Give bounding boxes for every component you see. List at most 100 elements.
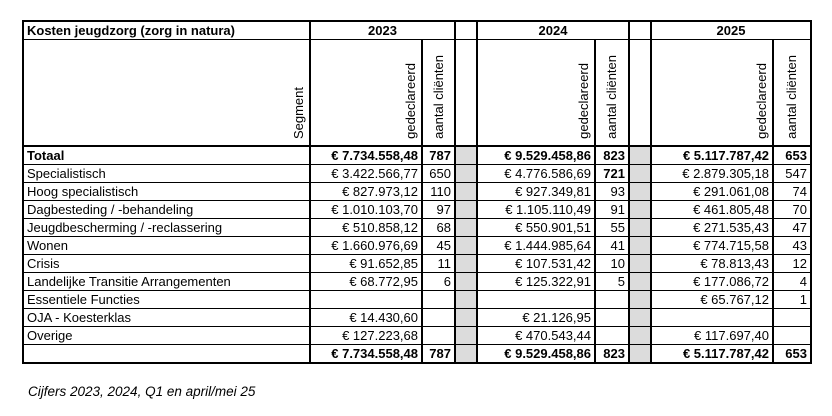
segment-cell: Crisis bbox=[22, 254, 311, 273]
declared-2023-cell: € 127.223,68 bbox=[309, 326, 423, 345]
clients-2025-cell: 547 bbox=[772, 164, 812, 183]
clients-2024-cell: 10 bbox=[594, 254, 630, 273]
clients-2023-cell: 6 bbox=[421, 272, 456, 291]
separator-cell bbox=[628, 200, 652, 219]
segment-cell bbox=[22, 344, 311, 364]
table-row: Wonen € 1.660.976,69 45 € 1.444.985,64 4… bbox=[22, 236, 812, 255]
separator-cell bbox=[454, 290, 478, 309]
declared-2024-header: gedeclareerd bbox=[476, 39, 596, 147]
clients-2024-cell: 93 bbox=[594, 182, 630, 201]
clients-2024-cell: 823 bbox=[594, 145, 630, 165]
declared-2024-cell: € 125.322,91 bbox=[476, 272, 596, 291]
declared-2024-cell: € 107.531,42 bbox=[476, 254, 596, 273]
separator-cell bbox=[454, 200, 478, 219]
clients-label: aantal cliënten bbox=[430, 55, 446, 139]
table-row: Dagbesteding / -behandeling € 1.010.103,… bbox=[22, 200, 812, 219]
segment-cell: Essentiele Functies bbox=[22, 290, 311, 309]
clients-2024-cell: 41 bbox=[594, 236, 630, 255]
declared-2025-cell: € 461.805,48 bbox=[650, 200, 774, 219]
clients-2024-cell: 5 bbox=[594, 272, 630, 291]
declared-2023-cell: € 91.652,85 bbox=[309, 254, 423, 273]
clients-2024-header: aantal cliënten bbox=[594, 39, 630, 147]
separator-cell bbox=[628, 308, 652, 327]
clients-2025-header: aantal cliënten bbox=[772, 39, 812, 147]
segment-cell: Landelijke Transitie Arrangementen bbox=[22, 272, 311, 291]
declared-2025-cell: € 2.879.305,18 bbox=[650, 164, 774, 183]
clients-2023-cell: 650 bbox=[421, 164, 456, 183]
clients-2025-cell: 74 bbox=[772, 182, 812, 201]
table-row-grand-total: € 7.734.558,48 787 € 9.529.458,86 823 € … bbox=[22, 344, 812, 364]
separator-cell bbox=[454, 236, 478, 255]
table-row: Hoog specialistisch € 827.973,12 110 € 9… bbox=[22, 182, 812, 201]
year-header-2024: 2024 bbox=[476, 20, 630, 40]
segment-cell: Hoog specialistisch bbox=[22, 182, 311, 201]
clients-2024-cell: 91 bbox=[594, 200, 630, 219]
separator-cell bbox=[454, 39, 478, 147]
clients-2023-cell: 110 bbox=[421, 182, 456, 201]
table-row: Jeugdbescherming / -reclassering € 510.8… bbox=[22, 218, 812, 237]
table-row-totaal: Totaal € 7.734.558,48 787 € 9.529.458,86… bbox=[22, 145, 812, 165]
separator-cell bbox=[454, 344, 478, 364]
separator-cell bbox=[628, 272, 652, 291]
clients-2024-cell: 823 bbox=[594, 344, 630, 364]
declared-label: gedeclareerd bbox=[754, 63, 770, 139]
declared-2025-cell: € 177.086,72 bbox=[650, 272, 774, 291]
clients-2025-cell: 43 bbox=[772, 236, 812, 255]
declared-2025-cell: € 5.117.787,42 bbox=[650, 344, 774, 364]
separator-cell bbox=[454, 182, 478, 201]
clients-2025-cell: 70 bbox=[772, 200, 812, 219]
table-row: Specialistisch € 3.422.566,77 650 € 4.77… bbox=[22, 164, 812, 183]
clients-2023-cell bbox=[421, 308, 456, 327]
clients-2023-cell bbox=[421, 290, 456, 309]
table-row: Landelijke Transitie Arrangementen € 68.… bbox=[22, 272, 812, 291]
separator-cell bbox=[454, 326, 478, 345]
separator-cell bbox=[628, 218, 652, 237]
table-row: Essentiele Functies € 65.767,12 1 bbox=[22, 290, 812, 309]
clients-2023-cell: 45 bbox=[421, 236, 456, 255]
segment-cell: Jeugdbescherming / -reclassering bbox=[22, 218, 311, 237]
declared-2023-header: gedeclareerd bbox=[309, 39, 423, 147]
declared-2025-cell: € 5.117.787,42 bbox=[650, 145, 774, 165]
table-title: Kosten jeugdzorg (zorg in natura) bbox=[22, 20, 311, 40]
separator-cell bbox=[454, 145, 478, 165]
separator-cell bbox=[454, 218, 478, 237]
clients-2025-cell: 12 bbox=[772, 254, 812, 273]
declared-2024-cell: € 9.529.458,86 bbox=[476, 145, 596, 165]
clients-2025-cell: 653 bbox=[772, 344, 812, 364]
declared-2023-cell bbox=[309, 290, 423, 309]
separator-cell bbox=[454, 254, 478, 273]
clients-2023-cell: 68 bbox=[421, 218, 456, 237]
declared-2024-cell: € 21.126,95 bbox=[476, 308, 596, 327]
declared-2024-cell bbox=[476, 290, 596, 309]
declared-2025-cell: € 774.715,58 bbox=[650, 236, 774, 255]
separator-cell bbox=[628, 39, 652, 147]
clients-2023-cell: 787 bbox=[421, 344, 456, 364]
segment-label: Segment bbox=[291, 86, 307, 139]
separator-cell bbox=[628, 145, 652, 165]
declared-2025-cell: € 271.535,43 bbox=[650, 218, 774, 237]
declared-2023-cell: € 510.858,12 bbox=[309, 218, 423, 237]
declared-2025-cell: € 291.061,08 bbox=[650, 182, 774, 201]
declared-2024-cell: € 4.776.586,69 bbox=[476, 164, 596, 183]
clients-2025-cell: 1 bbox=[772, 290, 812, 309]
declared-2024-cell: € 1.444.985,64 bbox=[476, 236, 596, 255]
declared-2023-cell: € 1.660.976,69 bbox=[309, 236, 423, 255]
clients-2025-cell bbox=[772, 326, 812, 345]
declared-2024-cell: € 9.529.458,86 bbox=[476, 344, 596, 364]
clients-label: aantal cliënten bbox=[604, 55, 620, 139]
footnote: Cijfers 2023, 2024, Q1 en april/mei 25 bbox=[28, 384, 256, 399]
year-header-row: Kosten jeugdzorg (zorg in natura) 2023 2… bbox=[22, 20, 812, 40]
separator-cell bbox=[628, 254, 652, 273]
declared-2023-cell: € 827.973,12 bbox=[309, 182, 423, 201]
declared-2024-cell: € 550.901,51 bbox=[476, 218, 596, 237]
clients-2024-cell bbox=[594, 308, 630, 327]
declared-2023-cell: € 3.422.566,77 bbox=[309, 164, 423, 183]
table-row: OJA - Koesterklas € 14.430,60 € 21.126,9… bbox=[22, 308, 812, 327]
clients-2023-cell bbox=[421, 326, 456, 345]
declared-label: gedeclareerd bbox=[576, 63, 592, 139]
clients-2023-header: aantal cliënten bbox=[421, 39, 456, 147]
segment-cell: Specialistisch bbox=[22, 164, 311, 183]
column-header-row: Segment gedeclareerd aantal cliënten ged… bbox=[22, 39, 812, 147]
declared-2025-cell bbox=[650, 308, 774, 327]
separator-cell bbox=[454, 272, 478, 291]
